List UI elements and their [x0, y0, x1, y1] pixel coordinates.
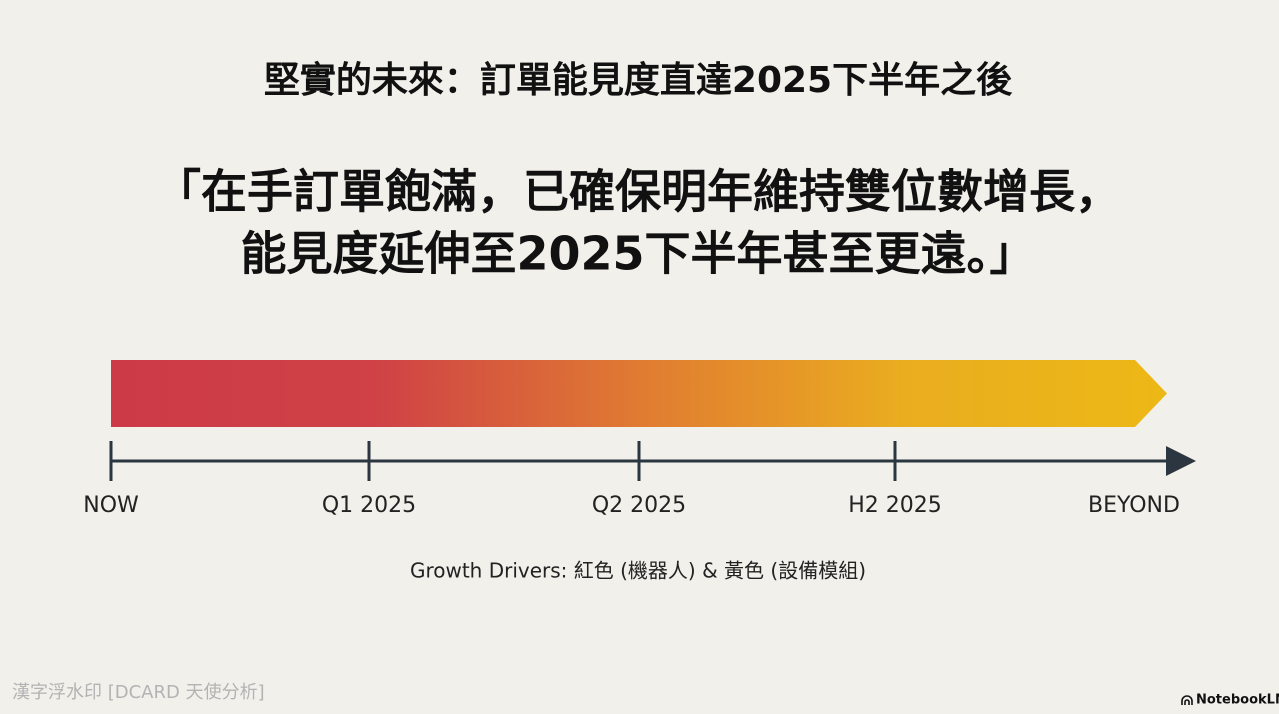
quote-line: 「在手訂單飽滿，已確保明年維持雙位數增長，	[155, 165, 1121, 219]
timeline-label: BEYOND	[1088, 493, 1180, 518]
caption: Growth Drivers: 紅色 (機器人) & 黃色 (設備模組)	[410, 559, 866, 583]
brand-icon	[1181, 695, 1193, 705]
brand: NotebookLM	[1196, 693, 1279, 708]
watermark: 漢字浮水印 [DCARD 天使分析]	[12, 682, 265, 703]
gradient-arrow	[111, 360, 1167, 427]
title: 堅實的未來：訂單能見度直達2025下半年之後	[264, 59, 1013, 101]
timeline-axis	[109, 441, 1175, 481]
timeline-label: Q2 2025	[592, 493, 686, 518]
quote-line: 能見度延伸至2025下半年甚至更遠。」	[240, 227, 1035, 281]
timeline-label: H2 2025	[848, 493, 942, 518]
timeline-label: NOW	[83, 493, 139, 518]
timeline-label: Q1 2025	[322, 493, 416, 518]
axis-arrowhead	[1166, 446, 1196, 476]
